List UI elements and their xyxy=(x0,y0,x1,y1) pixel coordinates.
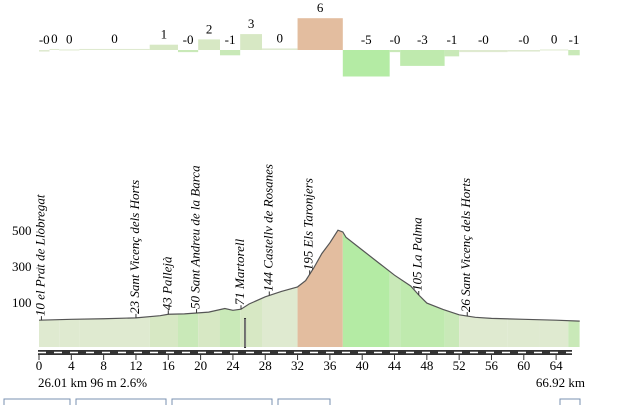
gradient-bar xyxy=(342,50,390,77)
button[interactable] xyxy=(3,398,71,405)
place-label: 71 Martorell xyxy=(232,239,247,306)
place-label: 144 Castellv de Rosanes xyxy=(260,164,275,291)
y-tick-label: 500 xyxy=(12,223,32,238)
gradient-bar xyxy=(262,48,298,50)
gradient-label: 6 xyxy=(317,0,324,15)
gradient-bar xyxy=(459,50,508,53)
gradient-bar xyxy=(177,50,199,53)
x-tick-label: 60 xyxy=(517,358,530,373)
gradient-bar xyxy=(49,48,60,50)
profile-segment xyxy=(389,230,401,347)
gradient-bar xyxy=(507,50,540,52)
gradient-bar xyxy=(219,50,241,56)
y-tick-label: 100 xyxy=(12,295,32,310)
x-tick-label: 64 xyxy=(550,358,564,373)
place-label: 26 Sant Vicenç dels Horts xyxy=(458,178,473,312)
gradient-bar xyxy=(444,50,460,57)
x-tick-label: 36 xyxy=(323,358,337,373)
gradient-label: 2 xyxy=(206,21,213,36)
gradient-label: -0 xyxy=(518,32,529,47)
gradient-label: -5 xyxy=(361,32,372,47)
x-tick-label: 52 xyxy=(453,358,466,373)
gradient-bar xyxy=(79,48,150,50)
y-tick-label: 300 xyxy=(12,259,32,274)
x-tick-label: 32 xyxy=(291,358,304,373)
place-label: 105 La Palma xyxy=(410,217,425,291)
x-tick-label: 56 xyxy=(485,358,499,373)
x-tick-label: 40 xyxy=(356,358,369,373)
button[interactable] xyxy=(75,398,167,405)
x-tick-label: 16 xyxy=(162,358,176,373)
gradient-bar xyxy=(39,50,50,52)
button[interactable] xyxy=(171,398,273,405)
gradient-bar xyxy=(149,44,178,50)
gradient-bar xyxy=(198,39,220,50)
place-label: 43 Pallejà xyxy=(159,256,174,310)
gradient-label: -0 xyxy=(478,32,489,47)
x-tick-label: 0 xyxy=(36,358,43,373)
place-label: 23 Sant Vicenç dels Horts xyxy=(127,180,142,314)
gradient-label: -0 xyxy=(390,32,401,47)
end-label: 66.92 km xyxy=(536,375,585,390)
gradient-label: 0 xyxy=(111,31,118,46)
x-tick-label: 44 xyxy=(388,358,402,373)
gradient-label: 0 xyxy=(277,30,284,45)
gradient-bar xyxy=(400,50,445,66)
profile-line xyxy=(38,229,580,322)
x-tick-label: 20 xyxy=(194,358,207,373)
gradient-label: -3 xyxy=(417,32,428,47)
gradient-bar xyxy=(59,49,80,51)
gradient-label: -0 xyxy=(183,32,194,47)
x-tick-label: 28 xyxy=(259,358,272,373)
gradient-label: -1 xyxy=(446,32,457,47)
place-label: 50 Sant Andreu de la Barca xyxy=(188,165,203,309)
button[interactable] xyxy=(277,398,331,405)
button[interactable] xyxy=(559,398,581,405)
gradient-label: -1 xyxy=(569,32,580,47)
gradient-label: 3 xyxy=(248,16,255,31)
gradient-bar xyxy=(297,18,343,50)
x-tick-label: 12 xyxy=(129,358,142,373)
place-label: 195 Els Taronjers xyxy=(301,178,316,270)
gradient-bar xyxy=(539,49,569,51)
x-tick-label: 8 xyxy=(100,358,107,373)
gradient-label: 0 xyxy=(551,31,558,46)
gradient-label: 1 xyxy=(161,27,168,42)
x-tick-label: 48 xyxy=(420,358,433,373)
gradient-bar xyxy=(389,50,401,53)
x-tick-label: 24 xyxy=(226,358,240,373)
gradient-label: 0 xyxy=(66,31,73,46)
distance-strip xyxy=(38,350,572,355)
place-label: 10 el Prat de Llobregat xyxy=(32,194,47,316)
gradient-bar xyxy=(568,50,580,56)
cursor-label: 26.01 km 96 m 2.6% xyxy=(38,375,147,390)
gradient-label: -1 xyxy=(225,32,236,47)
gradient-label: -0 xyxy=(39,32,50,47)
gradient-label: 0 xyxy=(51,31,58,46)
gradient-bar xyxy=(240,34,263,50)
x-tick-label: 4 xyxy=(68,358,75,373)
